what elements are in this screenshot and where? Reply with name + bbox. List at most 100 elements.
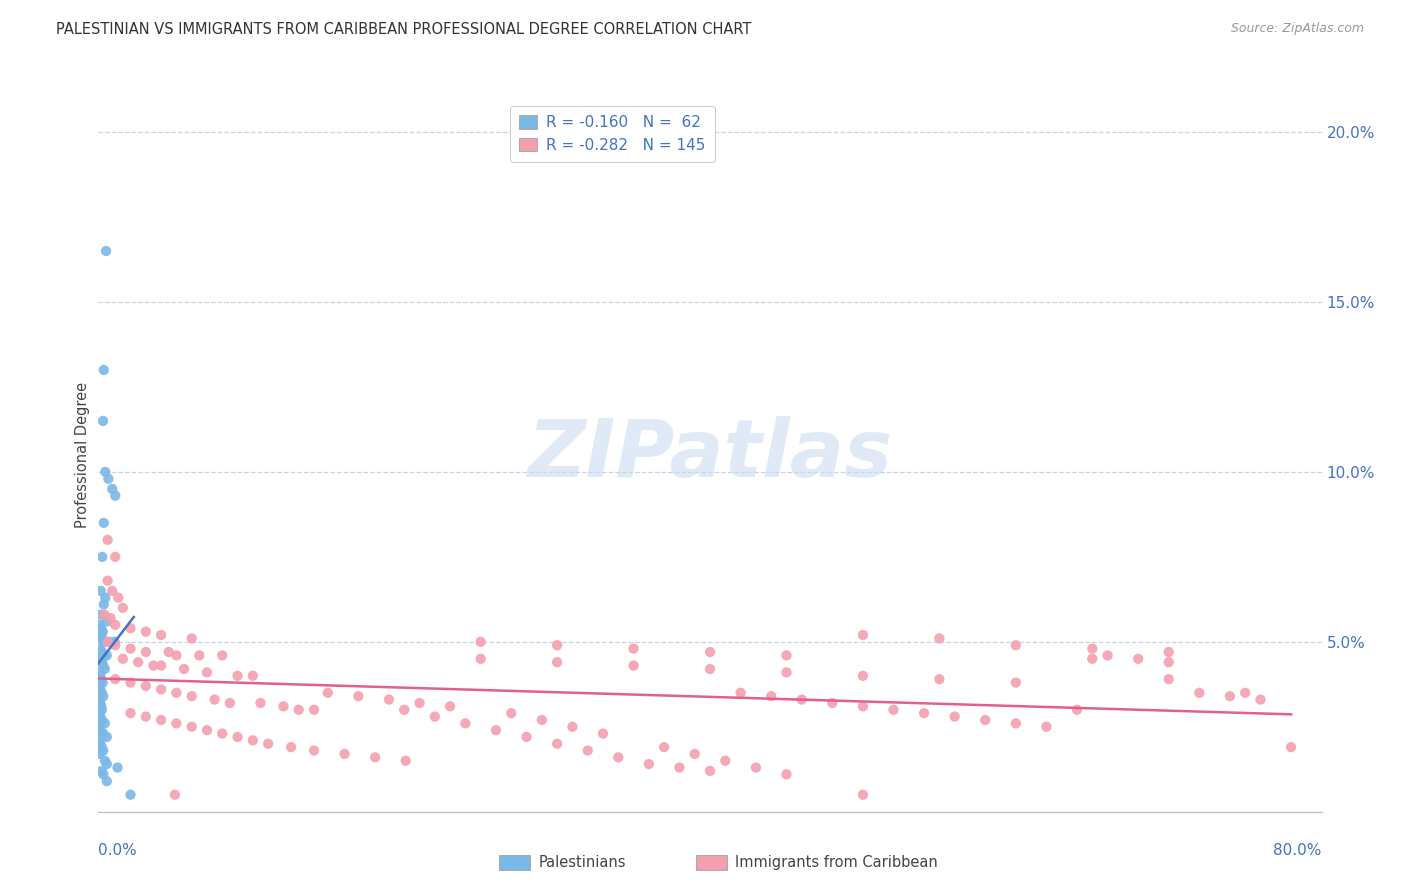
Point xyxy=(93,598,115,612)
Text: PALESTINIAN VS IMMIGRANTS FROM CARIBBEAN PROFESSIONAL DEGREE CORRELATION CHART: PALESTINIAN VS IMMIGRANTS FROM CARIBBEAN… xyxy=(56,22,752,37)
Point xyxy=(188,648,211,663)
Point xyxy=(273,699,295,714)
Text: ZIPatlas: ZIPatlas xyxy=(527,416,893,494)
Point xyxy=(454,716,477,731)
Point xyxy=(180,632,202,646)
Point xyxy=(1081,652,1104,666)
Point xyxy=(1081,641,1104,656)
Point xyxy=(89,696,111,710)
Point xyxy=(699,764,721,778)
Point xyxy=(423,709,446,723)
Point xyxy=(89,632,111,646)
Point xyxy=(96,730,118,744)
Point xyxy=(135,679,157,693)
Point xyxy=(94,754,117,768)
Point xyxy=(150,682,173,697)
Point xyxy=(912,706,935,721)
Point xyxy=(91,414,114,428)
Point xyxy=(683,747,706,761)
Point xyxy=(90,740,112,755)
Point xyxy=(150,658,173,673)
Point xyxy=(470,652,492,666)
Point xyxy=(90,699,112,714)
Point xyxy=(249,696,271,710)
Point xyxy=(439,699,461,714)
Point xyxy=(347,689,370,703)
Point xyxy=(1004,716,1026,731)
Point xyxy=(775,665,797,680)
Point xyxy=(392,703,416,717)
Point xyxy=(652,740,675,755)
Point xyxy=(90,655,112,669)
Point xyxy=(668,760,690,774)
Point xyxy=(94,662,117,676)
Text: 0.0%: 0.0% xyxy=(98,843,138,858)
Point xyxy=(516,730,538,744)
Text: 80.0%: 80.0% xyxy=(1274,843,1322,858)
Point xyxy=(100,611,122,625)
Point xyxy=(546,737,568,751)
Point xyxy=(195,723,218,738)
Point xyxy=(173,662,195,676)
Point xyxy=(104,617,127,632)
Point xyxy=(96,648,118,663)
Point xyxy=(135,624,157,639)
Point xyxy=(163,788,186,802)
Point xyxy=(485,723,508,738)
Point xyxy=(242,669,264,683)
Point xyxy=(928,672,950,686)
Point xyxy=(1188,686,1211,700)
Point xyxy=(89,652,111,666)
Point xyxy=(501,706,523,721)
Point xyxy=(107,591,129,605)
Point xyxy=(775,767,797,781)
Point xyxy=(180,720,202,734)
Point xyxy=(96,615,118,629)
Point xyxy=(142,658,165,673)
Point xyxy=(408,696,430,710)
Point xyxy=(93,516,115,530)
Point xyxy=(90,686,112,700)
Point xyxy=(90,713,112,727)
Point xyxy=(157,645,180,659)
Point xyxy=(333,747,356,761)
Point xyxy=(103,635,125,649)
Point xyxy=(1157,655,1180,669)
Point xyxy=(150,628,173,642)
Point xyxy=(623,641,645,656)
Point xyxy=(93,635,115,649)
Point xyxy=(89,641,111,656)
Point xyxy=(97,533,120,547)
Point xyxy=(943,709,966,723)
Point xyxy=(90,583,112,598)
Point xyxy=(257,737,280,751)
Y-axis label: Professional Degree: Professional Degree xyxy=(75,382,90,528)
Point xyxy=(219,696,242,710)
Point xyxy=(775,648,797,663)
Point xyxy=(93,648,115,663)
Point xyxy=(94,591,117,605)
Point xyxy=(90,621,112,635)
Point xyxy=(96,774,118,789)
Point xyxy=(127,655,149,669)
Text: Palestinians: Palestinians xyxy=(538,855,626,870)
Point xyxy=(101,583,124,598)
Point xyxy=(395,754,418,768)
Point xyxy=(378,692,401,706)
Point xyxy=(89,692,111,706)
Point xyxy=(623,658,645,673)
Point xyxy=(135,709,157,723)
Point xyxy=(104,549,127,564)
Point xyxy=(91,624,114,639)
Point xyxy=(120,621,142,635)
Point xyxy=(1066,703,1088,717)
Point xyxy=(180,689,202,703)
Point xyxy=(96,757,118,772)
Point xyxy=(974,713,997,727)
Point xyxy=(699,662,721,676)
Point xyxy=(120,788,142,802)
Point xyxy=(699,645,721,659)
Point xyxy=(98,635,121,649)
Point xyxy=(761,689,783,703)
Point xyxy=(89,709,111,723)
